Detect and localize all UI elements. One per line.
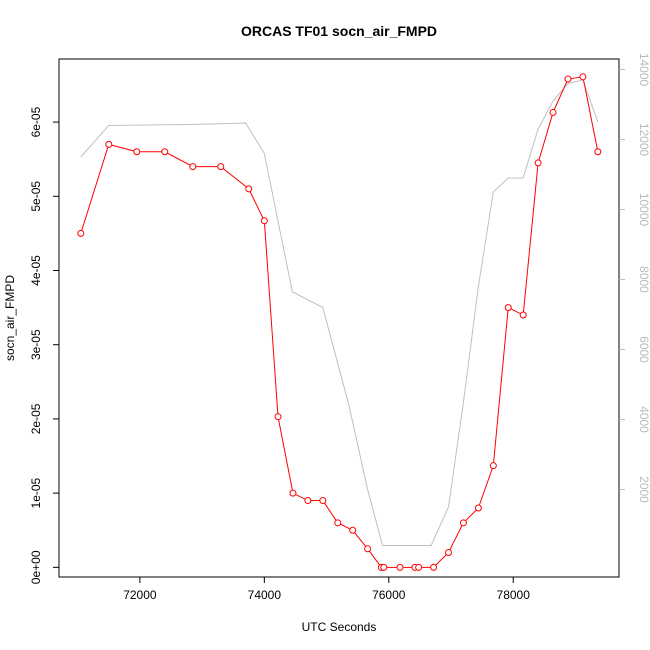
y-tick-label-6: 6e-05 — [29, 106, 43, 137]
series-0-point-28 — [549, 108, 557, 116]
series-0-point-11 — [319, 497, 327, 505]
series-0-point-27 — [534, 159, 542, 167]
series-0-point-23 — [474, 504, 482, 512]
series-0-point-17 — [396, 563, 404, 571]
x-tick-label-0: 72000 — [123, 588, 157, 602]
y-tick-label-4: 4e-05 — [29, 255, 43, 286]
y-right-tick-label-0: 2000 — [637, 476, 650, 503]
series-0-point-0 — [77, 229, 85, 237]
chart-title: ORCAS TF01 socn_air_FMPD — [241, 23, 437, 39]
series-0-point-1 — [105, 140, 113, 148]
x-tick-label-3: 78000 — [497, 588, 531, 602]
x-axis-label: UTC Seconds — [302, 620, 377, 634]
series-0-point-22 — [459, 519, 467, 527]
y-axis-right: 2000 4000 6000 8000 10000 12000 14000 — [619, 53, 650, 503]
y-right-tick-label-3: 8000 — [637, 266, 650, 293]
y-right-tick-label-4: 10000 — [637, 193, 650, 227]
series-0-point-8 — [274, 413, 282, 421]
y-tick-label-1: 1e-05 — [29, 477, 43, 508]
series-0-point-16 — [380, 563, 388, 571]
series-1-line — [80, 79, 599, 546]
y-tick-label-2: 2e-05 — [29, 403, 43, 434]
series-0-point-30 — [579, 73, 587, 81]
y-axis: 0e+00 1e-05 2e-05 3e-05 4e-05 5e-05 6e-05 — [29, 106, 59, 584]
series-0-point-29 — [564, 75, 572, 83]
grey-series-layer — [80, 79, 599, 546]
series-0-point-5 — [217, 163, 225, 171]
y-right-tick-label-6: 14000 — [637, 53, 650, 87]
series-0-point-7 — [260, 217, 268, 225]
series-0-line — [80, 76, 599, 568]
y-right-tick-label-1: 4000 — [637, 406, 650, 433]
plot-area-frame — [58, 58, 620, 578]
series-0-point-2 — [133, 148, 141, 156]
red-series-points — [77, 73, 602, 571]
series-0-point-24 — [489, 462, 497, 470]
series-0-point-21 — [445, 549, 453, 557]
series-0-point-13 — [349, 526, 357, 534]
series-0-point-26 — [519, 311, 527, 319]
series-0-point-14 — [364, 545, 372, 553]
y-right-tick-label-2: 6000 — [637, 336, 650, 363]
y-axis-label: socn_air_FMPD — [3, 275, 17, 361]
series-0-point-25 — [504, 304, 512, 312]
series-0-point-12 — [334, 519, 342, 527]
series-0-point-6 — [245, 185, 253, 193]
series-0-point-31 — [594, 148, 602, 156]
series-0-point-10 — [304, 497, 312, 505]
series-0-point-20 — [430, 563, 438, 571]
x-tick-label-2: 76000 — [372, 588, 406, 602]
y-tick-label-3: 3e-05 — [29, 329, 43, 360]
red-series-layer — [80, 76, 599, 568]
series-0-point-9 — [289, 489, 297, 497]
x-axis: 72000 74000 76000 78000 — [123, 577, 530, 602]
y-tick-label-5: 5e-05 — [29, 181, 43, 212]
y-right-tick-label-5: 12000 — [637, 123, 650, 157]
series-0-point-3 — [161, 148, 169, 156]
series-0-point-4 — [189, 163, 197, 171]
series-0-point-19 — [415, 563, 423, 571]
x-tick-label-1: 74000 — [248, 588, 282, 602]
y-tick-label-0: 0e+00 — [29, 550, 43, 584]
